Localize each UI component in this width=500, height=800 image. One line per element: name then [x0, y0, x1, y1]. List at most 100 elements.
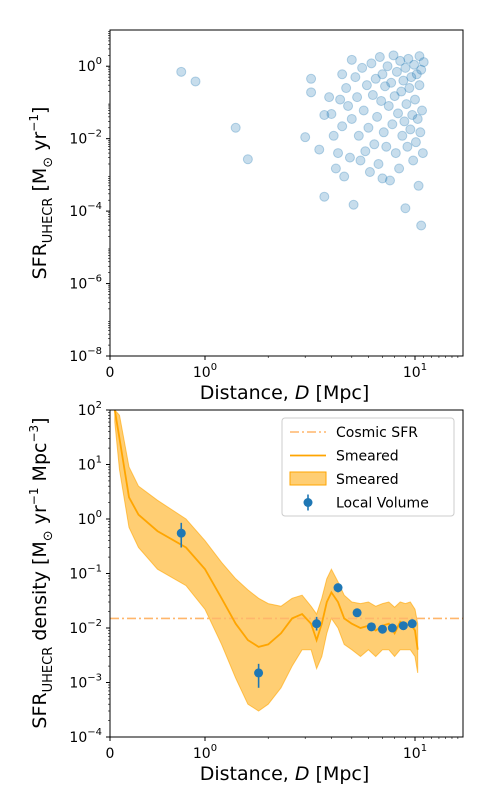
scatter-point — [339, 171, 350, 182]
local-volume-point — [312, 619, 322, 629]
axes-frame — [109, 29, 464, 357]
local-volume-point — [407, 619, 417, 629]
scatter-point — [406, 72, 417, 83]
scatter-point — [366, 58, 377, 69]
scatter-point — [393, 108, 404, 119]
scatter-point — [300, 132, 311, 143]
scatter-point — [402, 141, 413, 152]
scatter-point — [410, 94, 420, 105]
y-tick-label: 10−4 — [69, 727, 102, 746]
scatter-point — [399, 116, 410, 127]
y-axis-label: SFRUHECR density [M⊙ yr−1 Mpc−3] — [27, 417, 56, 728]
scatter-point — [412, 113, 423, 124]
scatter-point — [415, 127, 426, 138]
y-tick-label: 101 — [78, 455, 102, 474]
plot-area — [110, 410, 463, 712]
scatter-point — [380, 81, 391, 92]
x-tick-label: 100 — [193, 743, 217, 762]
scatter-point — [416, 220, 427, 231]
scatter-point — [384, 175, 395, 186]
scatter-point — [389, 91, 400, 102]
y-tick-label: 10−6 — [69, 274, 102, 293]
scatter-point — [190, 76, 201, 87]
scatter-point — [353, 130, 364, 141]
y-tick-label: 102 — [78, 400, 102, 419]
y-tick-label: 100 — [78, 56, 102, 75]
scatter-point — [391, 66, 402, 77]
scatter-point — [306, 87, 317, 98]
scatter-point — [306, 73, 317, 84]
scatter-point — [350, 72, 361, 83]
x-axis-label: Distance, D [Mpc] — [200, 382, 370, 404]
scatter-point — [387, 119, 398, 130]
scatter-point — [400, 62, 411, 73]
scatter-point — [337, 69, 348, 80]
legend-label: Local Volume — [336, 496, 429, 512]
scatter-point — [383, 100, 394, 111]
scatter-point — [416, 64, 427, 75]
scatter-point — [376, 95, 387, 106]
scatter-point — [413, 180, 424, 191]
scatter-point — [344, 152, 355, 163]
scatter-point — [346, 113, 357, 124]
x-tick-label: 0 — [106, 746, 115, 762]
scatter-point — [355, 155, 366, 166]
y-tick-label: 10−2 — [69, 129, 102, 148]
local-volume-point — [254, 668, 264, 678]
scatter-point — [346, 54, 357, 65]
smeared-band — [114, 410, 419, 712]
legend-label: Smeared — [336, 449, 399, 465]
scatter-point — [337, 121, 348, 132]
local-volume-point — [377, 624, 387, 634]
legend: Cosmic SFR Smeared Smeared Local Volume — [281, 417, 455, 517]
scatter-point — [324, 92, 335, 103]
scatter-point — [398, 75, 409, 86]
scatter-point — [382, 61, 393, 72]
scatter-point — [319, 191, 330, 202]
scatter-point — [374, 51, 385, 62]
scatter-point — [409, 59, 420, 70]
y-tick-label: 10−1 — [69, 564, 102, 583]
scatter-point — [358, 105, 369, 116]
scatter-point — [335, 94, 346, 105]
scatter-point — [357, 62, 368, 73]
scatter-point — [367, 90, 378, 101]
local-volume-point — [366, 622, 376, 632]
scatter-point — [373, 158, 384, 169]
legend-label: Cosmic SFR — [336, 425, 418, 441]
scatter-point — [414, 51, 425, 62]
scatter-point — [414, 80, 425, 91]
scatter-point — [390, 148, 401, 159]
scatter-point — [348, 199, 359, 210]
local-volume-point — [333, 583, 343, 593]
scatter-point — [403, 53, 414, 64]
scatter-point — [404, 83, 415, 94]
scatter-points — [176, 50, 429, 231]
scatter-point — [394, 163, 405, 174]
x-tick-label: 101 — [403, 362, 427, 381]
local-volume-point — [398, 621, 408, 631]
scatter-point — [352, 92, 363, 103]
scatter-point — [381, 141, 392, 152]
y-tick-label: 10−8 — [69, 346, 102, 365]
scatter-point — [328, 130, 339, 141]
scatter-point — [230, 122, 241, 133]
scatter-point — [363, 122, 374, 133]
y-tick-label: 10−3 — [69, 673, 102, 692]
scatter-point — [400, 203, 411, 214]
scatter-point — [388, 50, 399, 61]
scatter-point — [333, 148, 344, 159]
local-volume-point — [176, 528, 186, 538]
scatter-point — [405, 124, 416, 135]
scatter-point — [417, 105, 428, 116]
y-tick-label: 100 — [78, 509, 102, 528]
density-panel: 10−4 10−3 10−2 10−1 100 101 102 0 100 101 Distance… — [27, 400, 464, 785]
scatter-point — [408, 155, 419, 166]
scatter-point — [364, 167, 375, 178]
local-volume-point — [387, 623, 397, 633]
scatter-point — [377, 173, 388, 184]
scatter-point — [411, 69, 422, 80]
scatter-point — [176, 66, 187, 77]
x-tick-label: 100 — [193, 362, 217, 381]
